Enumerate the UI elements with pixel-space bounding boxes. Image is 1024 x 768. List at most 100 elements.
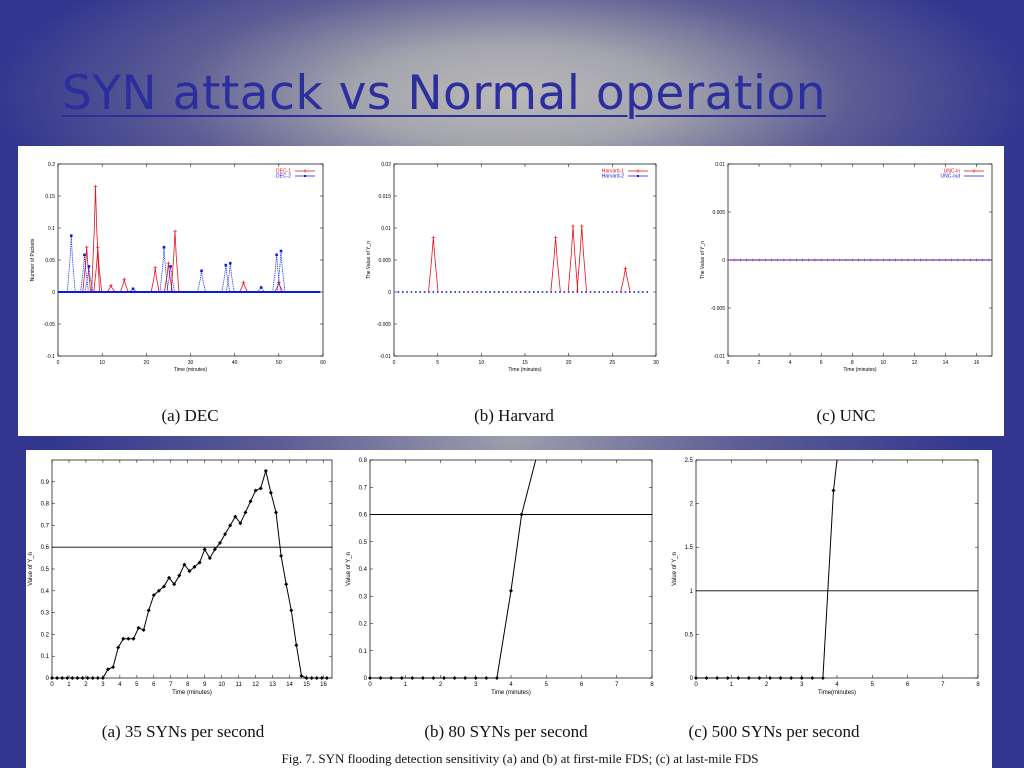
point-marker [572,291,574,293]
x-axis-label: Time (minutes) [174,367,207,373]
x-tick-label: 0 [50,682,54,688]
x-axis-label: Time(minutes) [818,690,856,696]
point-marker [241,280,246,285]
y-axis-label: Value of Y_n [672,552,678,586]
point-marker [309,676,314,680]
point-marker [832,258,835,262]
point-marker [912,258,916,262]
point-marker [637,175,639,177]
chart-panel-top-svg: 0 10 20 30 40 50 60-0.1-0.0500.050.10.150.2Tim… [30,162,993,373]
x-tick-label: 7 [169,682,173,688]
y-tick-label: 0.005 [712,210,725,216]
point-marker [258,486,263,491]
point-marker [694,676,698,680]
point-marker [646,291,649,293]
point-marker [274,510,278,515]
y-tick-label: -0.005 [377,322,391,328]
x-tick-label: 10 [99,360,105,366]
point-marker [172,582,177,587]
plot-frame [695,459,979,679]
point-marker [141,628,146,633]
point-marker [173,229,177,233]
x-tick-label: 1 [404,682,408,688]
y-tick-label: 0.5 [359,540,368,546]
point-marker [471,291,474,293]
point-marker [515,291,518,293]
plot-frame [369,459,653,679]
x-axis-label: Time (minutes) [508,367,541,373]
legend-label: DEC-1 [276,169,291,175]
x-tick-label: 6 [820,360,823,366]
point-marker [869,258,873,262]
point-marker [801,258,804,262]
point-marker [888,258,891,262]
x-axis-label: Time (minutes) [843,367,876,373]
point-marker [751,258,755,262]
x-tick-label: 5 [545,682,549,688]
point-marker [415,291,417,293]
point-marker [187,569,192,574]
x-axis-label: Time (minutes) [491,690,531,696]
point-marker [70,676,75,680]
point-marker [263,468,268,473]
point-marker [579,224,584,228]
point-marker [850,258,854,262]
point-marker [95,676,100,680]
x-tick-label: 10 [479,360,485,366]
y-axis-label: Value of Y_n [28,552,34,586]
y-tick-label: 0.02 [381,162,391,168]
point-marker [156,588,161,593]
point-marker [50,676,54,680]
point-marker [109,283,113,288]
y-tick-label: 2.5 [685,458,694,464]
x-tick-label: 0 [694,682,698,688]
y-axis-label: The Value of Y_n [700,241,706,279]
point-marker [182,562,187,567]
chart-harvard: 0 5 10 15 20 25 30 -0.01 -0.005 0 0.005 0.01 0.015 0.… [366,162,659,373]
point-marker [476,291,478,293]
point-marker [489,291,491,293]
point-marker [498,291,500,293]
point-marker [192,564,197,569]
chart-unc: 0 2 4 6 8 10 12 14 16 -0.01 -0.005 0 0.005 0.01 Time (… [700,162,993,373]
point-marker [100,676,105,680]
x-tick-label: 5 [871,682,875,688]
point-marker [212,547,217,552]
y-tick-label: 0.3 [41,611,50,617]
y-tick-label: 0.8 [359,458,368,464]
point-marker [950,258,954,262]
point-marker [299,673,304,678]
point-marker [776,258,780,262]
point-marker [637,291,640,293]
point-marker [931,258,935,262]
point-marker [111,665,116,670]
point-marker [106,667,110,672]
point-marker [594,291,596,293]
x-tick-label: 9 [203,682,207,688]
point-marker [431,235,436,240]
series-spike [428,237,439,293]
y-tick-label: 0.7 [359,485,368,491]
point-marker [807,258,811,262]
series-line [52,468,327,679]
point-marker [223,532,228,537]
point-marker [624,291,627,293]
x-tick-label: 2 [439,682,443,688]
figure-caption: Fig. 7. SYN flooding detection sensitivi… [281,751,759,766]
point-marker [84,245,89,249]
point-marker [449,291,452,293]
legend-label: Harvard-1 [602,169,624,175]
caption-dec: (a) DEC [161,406,219,425]
point-marker [423,291,426,293]
x-tick-label: 15 [303,682,310,688]
series-spike [276,250,286,293]
point-marker [725,676,730,680]
point-marker [494,676,499,680]
x-tick-label: 8 [650,682,654,688]
point-marker [116,645,121,650]
point-marker [620,291,622,293]
point-marker [736,676,741,680]
point-marker [484,291,487,293]
point-marker [623,266,628,271]
point-marker [757,258,761,262]
